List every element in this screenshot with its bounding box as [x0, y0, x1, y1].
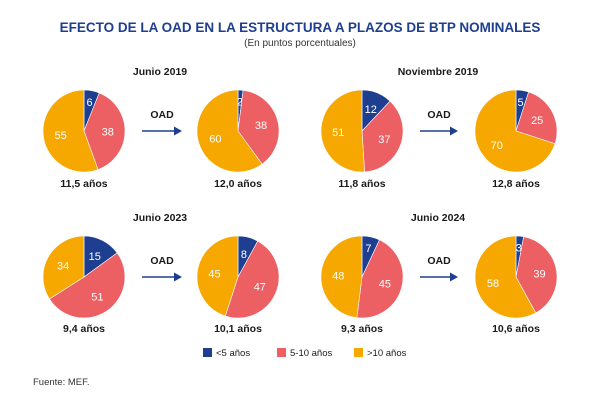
pie-7-label-lt5: 3	[516, 243, 522, 255]
pie-4-caption: 9,4 años	[63, 323, 105, 335]
pie-0-label-5to10: 38	[102, 126, 114, 138]
source-note: Fuente: MEF.	[33, 377, 90, 388]
legend-label-gt10: >10 años	[367, 348, 407, 359]
pie-6-label-5to10: 45	[379, 279, 391, 291]
pie-5-label-lt5: 8	[241, 249, 247, 261]
pie-1-caption: 12,0 años	[214, 178, 262, 190]
pie-6-label-gt10: 48	[332, 271, 344, 283]
pie-3-label-5to10: 25	[531, 115, 543, 127]
oad-arrow-head-0	[174, 126, 182, 136]
chart-subtitle: (En puntos porcentuales)	[244, 38, 356, 49]
oad-arrow-head-3	[450, 272, 458, 282]
legend-swatch-5to10	[277, 348, 286, 357]
legend: <5 años 5-10 años >10 años	[203, 348, 407, 359]
chart-title: EFECTO DE LA OAD EN LA ESTRUCTURA A PLAZ…	[60, 20, 541, 35]
oad-arrow-label-2: OAD	[150, 255, 174, 267]
pie-6-slice-gt10	[320, 235, 363, 319]
pie-6-slice-5to10	[356, 239, 404, 319]
pie-2-caption: 11,8 años	[338, 178, 385, 190]
oad-arrow-label-1: OAD	[427, 109, 451, 121]
pie-6-label-lt5: 7	[365, 243, 371, 255]
pie-3-caption: 12,8 años	[492, 178, 540, 190]
pie-4-label-gt10: 34	[57, 261, 69, 273]
pie-1-label-lt5: 2	[237, 97, 243, 109]
pie-5-label-gt10: 45	[208, 268, 220, 280]
pie-4-label-lt5: 15	[89, 251, 101, 263]
pie-1-slice-gt10	[196, 89, 263, 173]
pie-5-slice-gt10	[196, 235, 239, 317]
pie-2-label-lt5: 12	[365, 104, 377, 116]
pie-3-label-lt5: 5	[518, 97, 524, 109]
pie-4-label-5to10: 51	[91, 292, 103, 304]
pie-7-label-5to10: 39	[533, 268, 545, 280]
pie-3-slice-5to10	[515, 91, 558, 145]
group-title-2: Junio 2023	[133, 212, 187, 224]
pie-5-slice-5to10	[224, 240, 280, 319]
oad-arrow-head-1	[450, 126, 458, 136]
pie-0-slice-5to10	[83, 92, 126, 170]
panels: Junio 2019 OAD Noviembre 2019 OAD Junio 2023…	[42, 66, 558, 335]
legend-swatch-lt5	[203, 348, 212, 357]
pie-7-label-gt10: 58	[487, 278, 499, 290]
pie-4-slice-5to10	[48, 252, 126, 319]
pie-1-label-gt10: 60	[209, 133, 221, 145]
pie-1-label-5to10: 38	[255, 120, 267, 132]
pie-0-slice-gt10	[42, 89, 99, 173]
pie-3-slice-gt10	[474, 89, 556, 173]
group-title-1: Noviembre 2019	[398, 66, 479, 78]
pie-0-caption: 11,5 años	[60, 178, 107, 190]
oad-arrow-label-3: OAD	[427, 255, 451, 267]
legend-label-5to10: 5-10 años	[290, 348, 333, 359]
pie-3-label-gt10: 70	[491, 140, 503, 152]
pie-2-slice-5to10	[361, 100, 404, 173]
pie-7-slice-5to10	[515, 236, 558, 314]
pie-2-label-gt10: 51	[332, 127, 344, 139]
group-title-3: Junio 2024	[411, 212, 465, 224]
oad-arrow-label-0: OAD	[150, 109, 174, 121]
group-title-0: Junio 2019	[133, 66, 187, 78]
pie-0-label-gt10: 55	[54, 130, 66, 142]
legend-label-lt5: <5 años	[216, 348, 250, 359]
pie-6-caption: 9,3 años	[341, 323, 383, 335]
pie-7-caption: 10,6 años	[492, 323, 540, 335]
pie-1-slice-5to10	[237, 89, 280, 165]
pie-7-slice-gt10	[474, 235, 537, 319]
oad-arrow-head-2	[174, 272, 182, 282]
pie-5-caption: 10,1 años	[214, 323, 262, 335]
pie-5-label-5to10: 47	[254, 281, 266, 293]
pie-4-slice-gt10	[42, 235, 85, 300]
pie-2-slice-gt10	[320, 89, 365, 173]
pie-2-label-5to10: 37	[378, 134, 390, 146]
pie-0-label-lt5: 6	[87, 97, 93, 109]
legend-swatch-gt10	[354, 348, 363, 357]
